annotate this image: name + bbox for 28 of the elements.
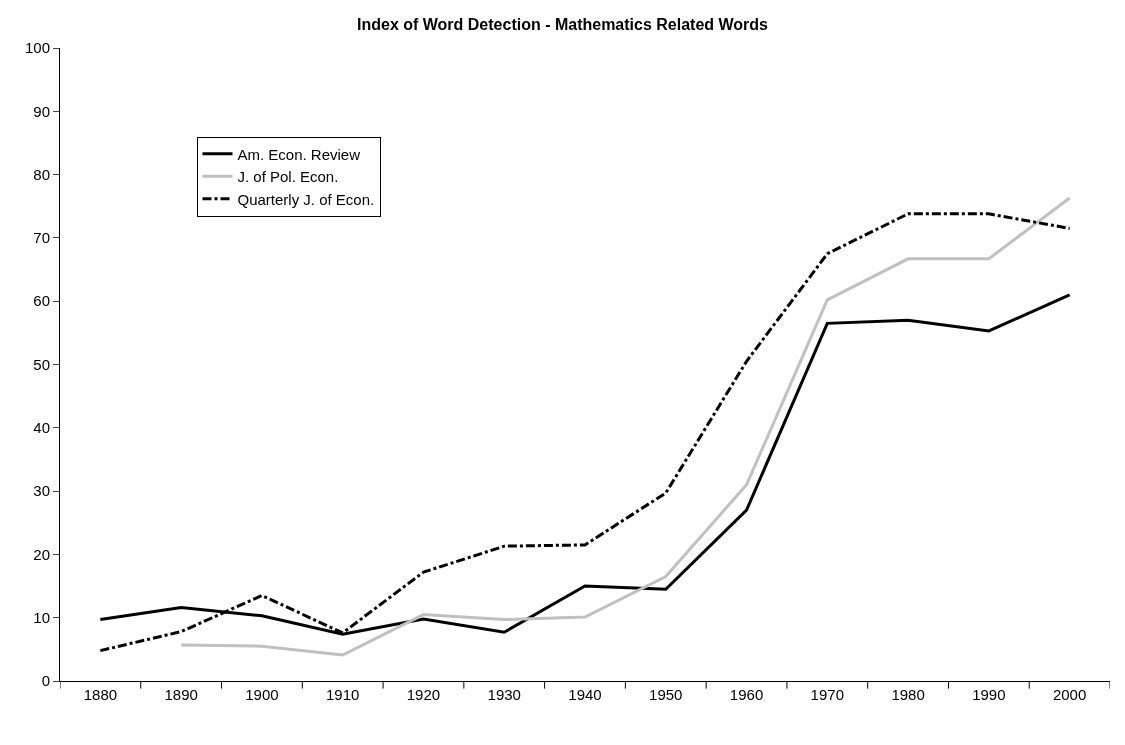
y-tick-label: 90 [33, 102, 50, 120]
y-tick-label: 30 [33, 482, 50, 500]
y-tick-label: 0 [41, 672, 50, 690]
y-tick-label: 50 [33, 355, 50, 373]
x-tick-label: 1910 [326, 686, 360, 703]
x-tick-label: 1930 [487, 686, 521, 703]
x-tick-label: 1950 [649, 686, 683, 703]
x-tick-label: 1980 [891, 686, 925, 703]
y-tick-label: 70 [33, 229, 50, 247]
x-tick-label: 1920 [406, 686, 441, 703]
x-tick-label: 1970 [810, 686, 844, 703]
chart-title: Index of Word Detection - Mathematics Related Words [356, 15, 769, 33]
x-tick-label: 1990 [972, 686, 1006, 703]
y-tick-label: 20 [33, 545, 50, 563]
x-tick-label: 1940 [568, 686, 602, 703]
x-tick-label: 1880 [83, 686, 118, 703]
y-tick-label: 40 [33, 419, 50, 437]
legend-label: Quarterly J. of Econ. [237, 190, 375, 208]
x-tick-label: 1960 [729, 686, 764, 703]
x-tick-label: 2000 [1052, 686, 1087, 703]
y-tick-label: 80 [33, 165, 50, 183]
x-tick-label: 1890 [164, 686, 198, 703]
y-tick-label: 60 [33, 292, 50, 310]
y-tick-label: 10 [33, 608, 50, 626]
legend-label: Am. Econ. Review [237, 145, 361, 163]
y-tick-label: 100 [24, 39, 50, 57]
legend-label: J. of Pol. Econ. [237, 168, 339, 186]
x-tick-label: 1900 [245, 686, 279, 703]
